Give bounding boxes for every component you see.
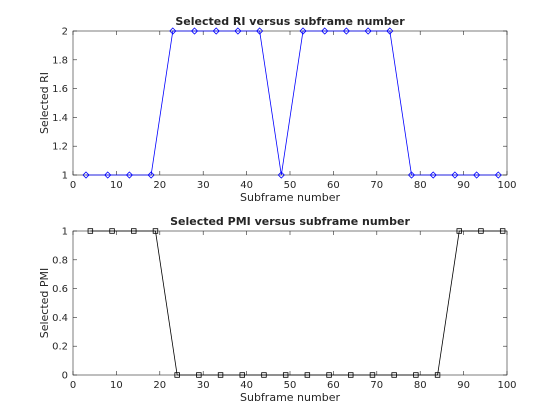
y-tick-label: 1.8 xyxy=(52,55,68,66)
x-axis-label: Subframe number xyxy=(240,191,340,204)
data-point xyxy=(494,171,502,179)
x-tick-label: 0 xyxy=(70,180,76,191)
data-point xyxy=(326,372,332,378)
data-point xyxy=(87,228,94,234)
data-point xyxy=(364,27,372,35)
chart-title: Selected PMI versus subframe number xyxy=(170,215,410,228)
axes-box xyxy=(72,30,508,176)
data-point xyxy=(451,171,459,179)
y-axis-label: Selected PMI xyxy=(38,268,51,339)
data-point xyxy=(234,27,242,35)
x-tick-label: 100 xyxy=(497,380,516,391)
x-tick-label: 70 xyxy=(370,180,383,191)
x-tick-label: 0 xyxy=(70,380,76,391)
chart-title: Selected RI versus subframe number xyxy=(175,15,405,28)
y-tick-label: 1.2 xyxy=(52,142,68,153)
y-tick-label: 0.4 xyxy=(52,313,68,324)
data-point xyxy=(499,228,506,234)
data-point xyxy=(369,372,376,378)
data-point xyxy=(386,27,394,35)
series-line xyxy=(86,30,499,176)
x-tick-label: 10 xyxy=(110,180,123,191)
x-tick-label: 10 xyxy=(110,380,123,391)
data-point xyxy=(321,27,329,35)
data-point xyxy=(174,372,180,378)
data-point xyxy=(131,228,137,234)
data-point xyxy=(413,372,419,378)
data-point xyxy=(456,228,462,234)
y-tick-label: 1 xyxy=(62,227,68,238)
data-point xyxy=(256,27,264,35)
y-tick-label: 0.6 xyxy=(52,284,68,295)
y-tick-label: 0.8 xyxy=(52,255,68,266)
data-point xyxy=(391,372,397,378)
data-point xyxy=(434,372,441,378)
data-point xyxy=(282,372,289,378)
data-point xyxy=(261,372,267,378)
data-point xyxy=(239,372,245,378)
axes-box xyxy=(72,230,508,376)
data-point xyxy=(196,372,202,378)
data-point xyxy=(342,27,350,35)
x-tick-label: 50 xyxy=(284,380,297,391)
x-tick-label: 30 xyxy=(197,380,210,391)
data-point xyxy=(277,171,285,179)
y-tick-label: 1 xyxy=(62,171,68,182)
data-point xyxy=(299,27,307,35)
x-tick-label: 70 xyxy=(370,380,383,391)
x-tick-label: 90 xyxy=(457,380,470,391)
data-point xyxy=(407,171,416,179)
x-tick-label: 40 xyxy=(240,380,253,391)
x-tick-label: 90 xyxy=(457,180,470,191)
data-point xyxy=(304,372,311,378)
series-line xyxy=(90,230,503,376)
y-axis-label: Selected RI xyxy=(38,72,51,134)
x-tick-label: 30 xyxy=(197,180,210,191)
data-point xyxy=(152,228,159,234)
chart-2: 0 10 20 30 40 50 60 70 80 90 100 0 0.2 0.4 0.6 0.8 1 Sele… xyxy=(38,215,517,404)
x-tick-label: 60 xyxy=(327,380,340,391)
data-point xyxy=(169,27,177,35)
y-tick-label: 1.4 xyxy=(52,113,68,124)
data-point xyxy=(429,171,437,179)
x-tick-label: 60 xyxy=(327,180,340,191)
data-point xyxy=(147,171,155,179)
data-point xyxy=(348,372,354,378)
x-tick-label: 50 xyxy=(284,180,297,191)
x-tick-label: 40 xyxy=(240,180,253,191)
x-tick-label: 100 xyxy=(497,180,516,191)
x-tick-label: 80 xyxy=(414,180,427,191)
data-point xyxy=(82,171,90,179)
x-tick-label: 80 xyxy=(414,380,427,391)
data-point xyxy=(190,27,199,35)
data-point xyxy=(109,228,115,234)
y-tick-label: 1.6 xyxy=(52,84,68,95)
y-tick-label: 2 xyxy=(62,27,68,38)
data-point xyxy=(212,27,220,35)
data-point xyxy=(125,171,133,179)
x-tick-label: 20 xyxy=(153,180,166,191)
y-tick-label: 0 xyxy=(62,371,68,382)
x-tick-label: 20 xyxy=(153,380,166,391)
data-point xyxy=(217,372,224,378)
y-tick-label: 0.2 xyxy=(52,342,68,353)
data-point xyxy=(104,171,112,179)
chart-1: 0 10 20 30 40 50 60 70 80 90 100 1 1.2 1.4 1.6 1.8 2 Sele… xyxy=(38,15,517,204)
data-point xyxy=(478,228,484,234)
x-axis-label: Subframe number xyxy=(240,391,340,404)
data-point xyxy=(473,171,481,179)
